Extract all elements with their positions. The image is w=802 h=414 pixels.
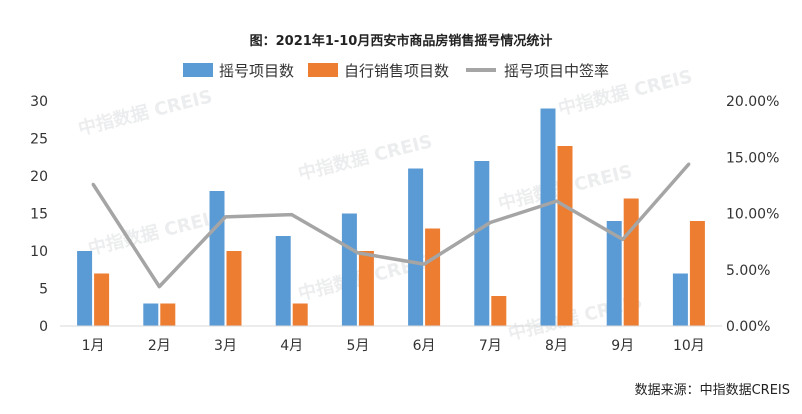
legend: 摇号项目数 自行销售项目数 摇号项目中签率: [183, 62, 609, 80]
bar-lottery-projects: [408, 168, 424, 326]
bar-lottery-projects: [672, 273, 688, 326]
bar-lottery-projects: [474, 161, 490, 326]
left-tick-label: 20: [30, 169, 48, 185]
bar-lottery-projects: [143, 303, 159, 326]
rate-point: [290, 213, 294, 217]
rate-point: [488, 221, 492, 224]
x-tick-label: 1月: [82, 338, 105, 354]
bar-self-sale-projects: [358, 251, 374, 326]
legend-label: 摇号项目数: [219, 62, 294, 80]
legend-swatch-bar: [308, 63, 338, 77]
rate-point: [224, 215, 227, 219]
rate-point: [157, 285, 161, 289]
watermark-text: 中指数据 CREIS: [86, 205, 225, 260]
legend-label: 摇号项目中签率: [504, 62, 609, 80]
rate-point: [422, 262, 426, 266]
left-axis: 0 5 10 15 20 25 30: [30, 94, 48, 335]
bar-self-sale-projects: [292, 303, 308, 326]
bar-self-sale-projects: [160, 303, 176, 326]
bar-self-sale-projects: [226, 251, 242, 326]
bar-self-sale-projects: [491, 296, 507, 326]
x-tick-label: 5月: [346, 338, 369, 354]
bar-lottery-projects: [77, 251, 93, 326]
x-tick-label: 9月: [611, 338, 634, 354]
x-tick-label: 6月: [413, 338, 436, 354]
right-tick-label: 20.00%: [726, 94, 779, 110]
left-tick-label: 15: [30, 207, 48, 223]
bar-lottery-projects: [540, 108, 556, 326]
x-tick-label: 4月: [280, 338, 303, 354]
chart-title: 图：2021年1-10月西安市商品房销售摇号情况统计: [250, 33, 553, 49]
right-tick-label: 0.00%: [726, 319, 770, 335]
x-tick-label: 10月: [673, 338, 705, 354]
right-tick-label: 10.00%: [726, 207, 779, 223]
source-note: 数据来源：中指数据CREIS: [635, 383, 790, 398]
rate-line: [91, 162, 691, 289]
legend-swatch-bar: [183, 63, 213, 77]
bar-self-sale-projects: [425, 228, 441, 326]
bar-lottery-projects: [209, 191, 225, 326]
right-axis: 0.00% 5.00% 10.00% 15.00% 20.00%: [726, 94, 779, 335]
left-tick-label: 30: [30, 94, 48, 110]
right-tick-label: 5.00%: [726, 263, 770, 279]
left-tick-label: 5: [39, 282, 48, 298]
left-tick-label: 25: [30, 132, 48, 148]
bars: [77, 108, 705, 326]
watermark-text: 中指数据 CREIS: [76, 85, 215, 140]
x-tick-label: 8月: [545, 338, 568, 354]
bar-self-sale-projects: [94, 273, 110, 326]
rate-point: [91, 182, 95, 186]
left-tick-label: 0: [39, 319, 48, 335]
rate-line-path: [91, 162, 691, 289]
bar-lottery-projects: [341, 213, 357, 326]
x-tick-label: 2月: [148, 338, 171, 354]
bar-lottery-projects: [606, 221, 622, 326]
legend-label: 自行销售项目数: [344, 62, 449, 80]
rate-point: [687, 162, 691, 166]
watermark-text: 中指数据 CREIS: [506, 290, 645, 345]
bar-self-sale-projects: [689, 221, 705, 326]
left-tick-label: 10: [30, 244, 48, 260]
rate-point: [356, 251, 360, 255]
rate-point: [555, 199, 558, 203]
right-tick-label: 15.00%: [726, 150, 779, 166]
rate-point: [621, 237, 625, 241]
x-tick-label: 7月: [479, 338, 502, 354]
x-tick-label: 3月: [214, 338, 237, 354]
bar-self-sale-projects: [623, 198, 639, 326]
bar-self-sale-projects: [557, 146, 573, 326]
x-axis: 1月 2月 3月 4月 5月 6月 7月 8月 9月 10月: [60, 325, 722, 354]
bar-lottery-projects: [275, 236, 291, 326]
